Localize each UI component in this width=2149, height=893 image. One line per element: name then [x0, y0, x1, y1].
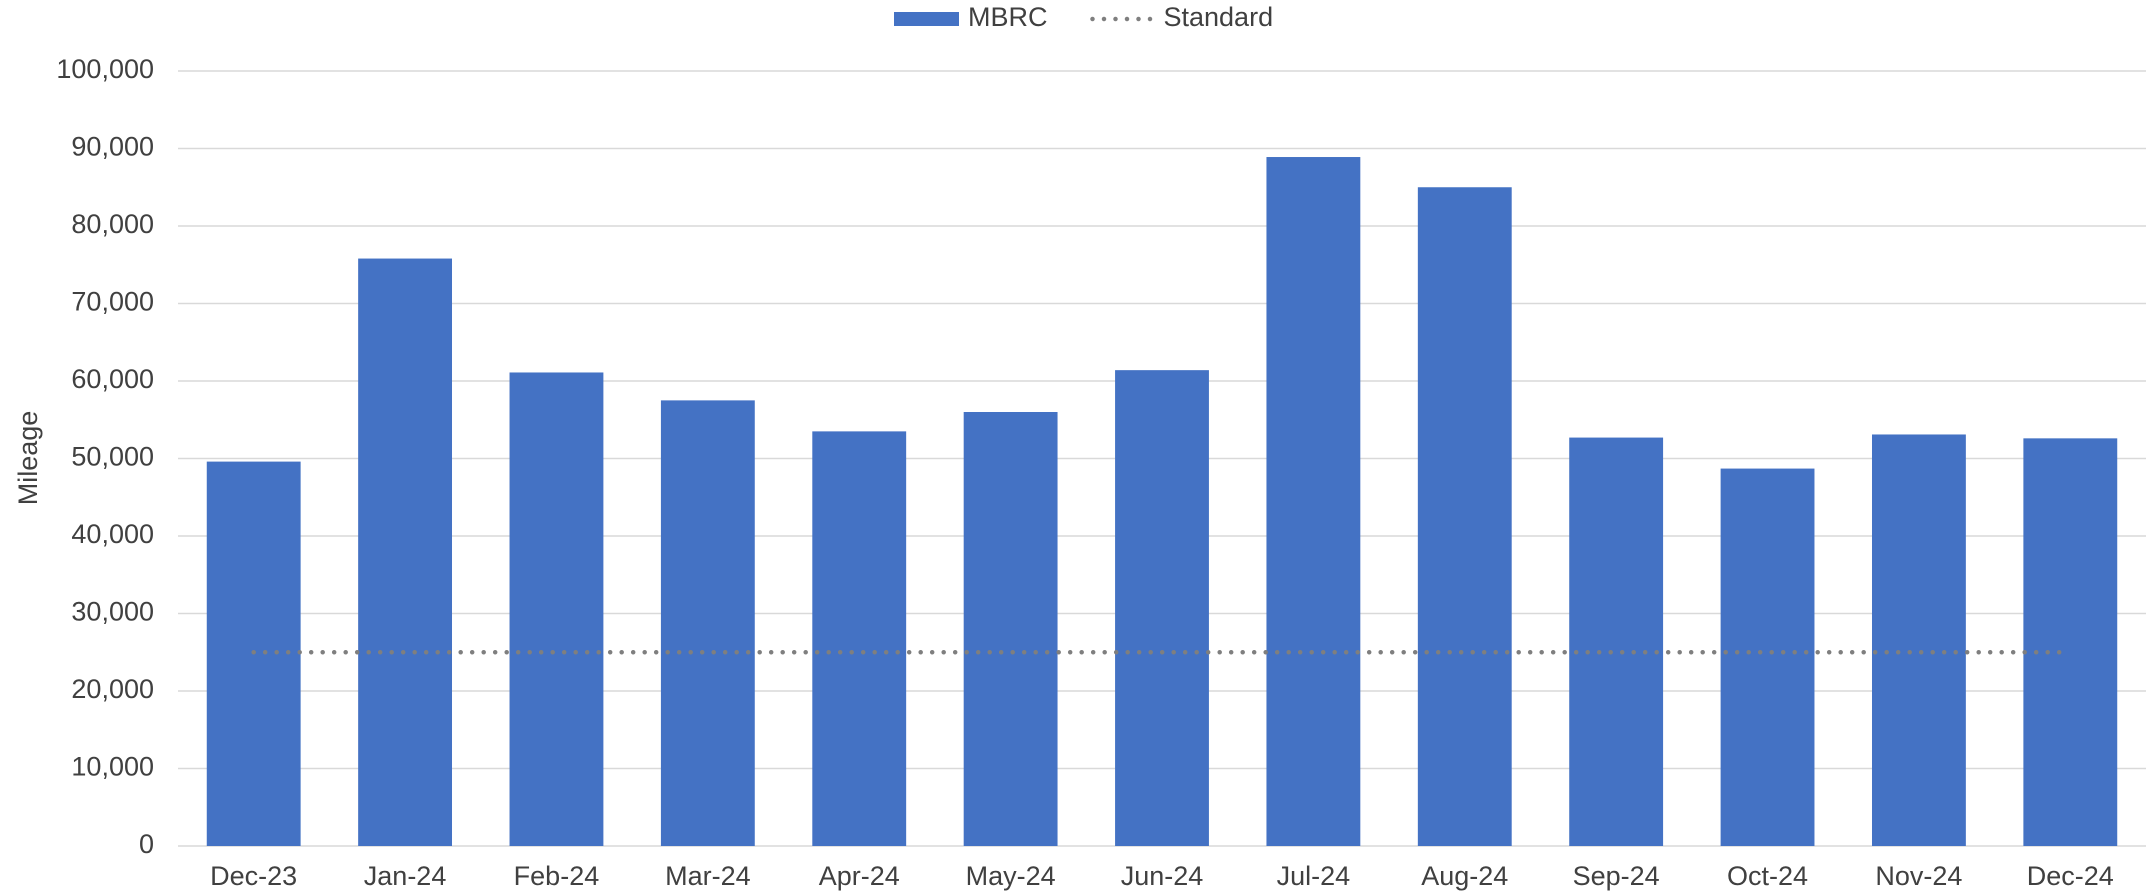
x-tick-label: Jul-24 — [1277, 861, 1351, 891]
y-tick-label: 40,000 — [71, 519, 154, 549]
x-tick-label: Oct-24 — [1727, 861, 1808, 891]
bar — [1115, 370, 1209, 846]
y-tick-label: 30,000 — [71, 597, 154, 627]
x-tick-label: Nov-24 — [1875, 861, 1962, 891]
y-tick-label: 60,000 — [71, 364, 154, 394]
x-tick-label: Aug-24 — [1421, 861, 1508, 891]
bar — [358, 258, 453, 846]
bar — [1569, 437, 1664, 846]
bar — [812, 431, 907, 846]
y-tick-label: 20,000 — [71, 674, 154, 704]
bar — [509, 372, 604, 846]
y-tick-label: 90,000 — [71, 132, 154, 162]
bar — [963, 412, 1058, 846]
bar — [1417, 187, 1512, 846]
x-tick-label: Feb-24 — [514, 861, 600, 891]
y-tick-label: 80,000 — [71, 209, 154, 239]
x-tick-label: Sep-24 — [1573, 861, 1660, 891]
x-tick-label: Apr-24 — [819, 861, 900, 891]
y-tick-label: 100,000 — [56, 54, 154, 84]
bar — [2023, 438, 2118, 846]
x-tick-label: Jun-24 — [1121, 861, 1204, 891]
x-tick-label: Jan-24 — [364, 861, 447, 891]
y-tick-label: 70,000 — [71, 287, 154, 317]
legend-swatch — [894, 12, 959, 26]
bar — [1871, 434, 1966, 846]
bar — [660, 400, 755, 846]
y-tick-label: 0 — [139, 829, 154, 859]
y-tick-label: 50,000 — [71, 442, 154, 472]
bar — [1720, 468, 1815, 846]
bar — [1266, 157, 1361, 846]
x-tick-label: Dec-24 — [2027, 861, 2114, 891]
y-axis-title: Mileage — [13, 411, 43, 506]
x-tick-label: Dec-23 — [210, 861, 297, 891]
x-tick-label: May-24 — [966, 861, 1056, 891]
y-tick-label: 10,000 — [71, 752, 154, 782]
x-tick-label: Mar-24 — [665, 861, 751, 891]
legend-label: MBRC — [968, 2, 1048, 32]
legend-label: Standard — [1164, 2, 1274, 32]
